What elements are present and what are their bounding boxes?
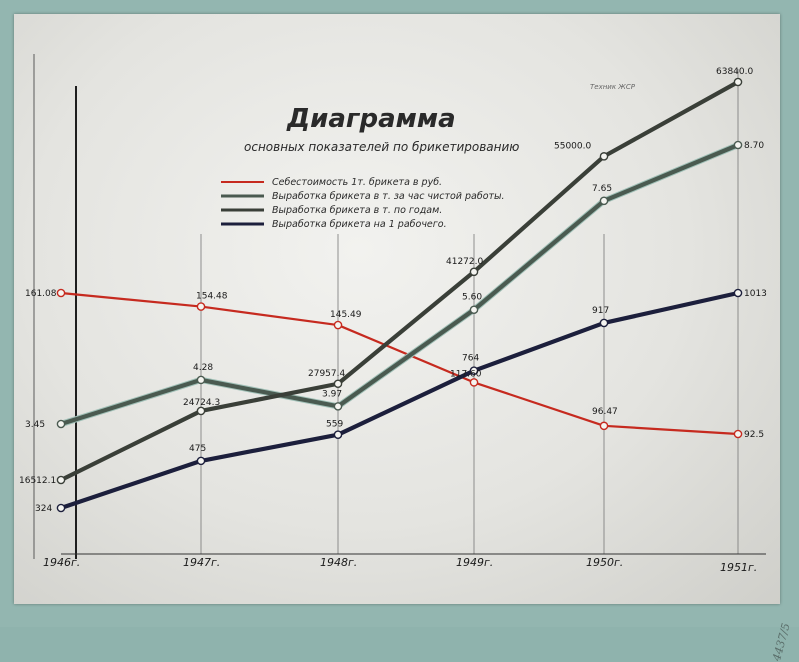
data-point xyxy=(599,196,609,206)
data-label: 7.65 xyxy=(592,184,612,194)
series-line xyxy=(58,79,741,483)
data-point xyxy=(469,305,479,315)
data-label: 55000.0 xyxy=(554,141,591,151)
data-point xyxy=(599,152,609,161)
data-point xyxy=(56,288,66,298)
data-label: 16512.1 xyxy=(19,476,56,486)
data-point xyxy=(599,318,609,328)
data-point xyxy=(733,429,743,439)
data-point xyxy=(469,366,479,375)
chart-subtitle: основных показателей по брикетированию xyxy=(244,140,519,154)
x-tick-label: 1947г. xyxy=(183,556,220,569)
legend-label: Выработка брикета в т. по годам. xyxy=(272,205,442,216)
data-label: 8.70 xyxy=(744,141,764,151)
data-point xyxy=(196,406,206,416)
data-label: 4.28 xyxy=(193,363,213,373)
series-line xyxy=(59,291,740,436)
data-point xyxy=(196,302,206,311)
grid-lines xyxy=(200,69,739,554)
data-label: 92.5 xyxy=(744,430,764,440)
data-label: 41272.0 xyxy=(446,257,483,267)
data-label: 5.60 xyxy=(462,293,482,303)
data-point xyxy=(333,402,343,411)
x-tick-label: 1949г. xyxy=(456,556,493,569)
x-tick-label: 1946г. xyxy=(43,556,80,569)
data-point xyxy=(333,430,343,439)
data-label: 1013 xyxy=(744,289,767,299)
series-lines xyxy=(58,79,741,511)
data-label: 764 xyxy=(462,354,479,364)
chart-photograph: 161.08 154.48 145.49 117.60 96.47 92.5 3.45 4.2… xyxy=(14,14,780,604)
legend-label: Себестоимость 1т. брикета в руб. xyxy=(272,177,442,188)
data-point xyxy=(469,378,479,387)
data-point xyxy=(733,140,743,150)
data-point xyxy=(56,475,66,485)
data-point xyxy=(599,421,609,431)
data-label: 154.48 xyxy=(196,292,228,302)
x-tick-label: 1951г. xyxy=(720,561,757,574)
axes xyxy=(33,54,766,559)
data-label: 27957.4 xyxy=(308,369,345,379)
data-label: 63840.0 xyxy=(716,67,753,77)
data-label: 117.60 xyxy=(450,369,482,379)
x-tick-label: 1950г. xyxy=(586,556,623,569)
data-point xyxy=(196,456,206,466)
data-point xyxy=(469,267,479,277)
data-label: 161.08 xyxy=(25,289,57,299)
legend-label: Выработка брикета в т. за час чистой раб… xyxy=(272,191,505,202)
data-label: 324 xyxy=(35,504,52,514)
corner-note: Техник ЖСР xyxy=(590,83,636,91)
data-point xyxy=(733,77,743,87)
legend-label: Выработка брикета на 1 рабочего. xyxy=(272,219,447,230)
chart-svg: 161.08 154.48 145.49 117.60 96.47 92.5 3.45 4.2… xyxy=(19,54,767,574)
data-label: 475 xyxy=(189,444,206,454)
data-label: 917 xyxy=(592,306,609,316)
data-point xyxy=(733,288,743,298)
x-tick-label: 1948г. xyxy=(320,556,357,569)
data-point xyxy=(56,503,66,513)
data-point xyxy=(333,320,343,330)
data-label: 3.97 xyxy=(322,389,342,399)
data-label: 145.49 xyxy=(330,310,362,320)
data-point xyxy=(56,419,66,429)
data-point xyxy=(196,375,206,385)
data-label: 24724.3 xyxy=(183,398,220,408)
series-points xyxy=(56,77,743,513)
chart-title: Диаграмма xyxy=(286,104,456,134)
x-tick-labels: 1946г. 1947г. 1948г. 1949г. 1950г. 1951г. xyxy=(43,556,757,574)
data-label: 3.45 xyxy=(25,420,45,430)
archive-number: 4437/5 xyxy=(770,621,793,662)
series-line xyxy=(58,142,741,427)
data-labels: 161.08 154.48 145.49 117.60 96.47 92.5 3.45 4.2… xyxy=(19,67,767,514)
data-label: 559 xyxy=(326,420,343,430)
series-line xyxy=(58,290,741,511)
data-label: 96.47 xyxy=(592,407,618,417)
photo-mount: 161.08 154.48 145.49 117.60 96.47 92.5 3.45 4.2… xyxy=(14,14,793,662)
legend: Себестоимость 1т. брикета в руб. Выработк… xyxy=(221,177,505,230)
data-point xyxy=(333,379,343,389)
